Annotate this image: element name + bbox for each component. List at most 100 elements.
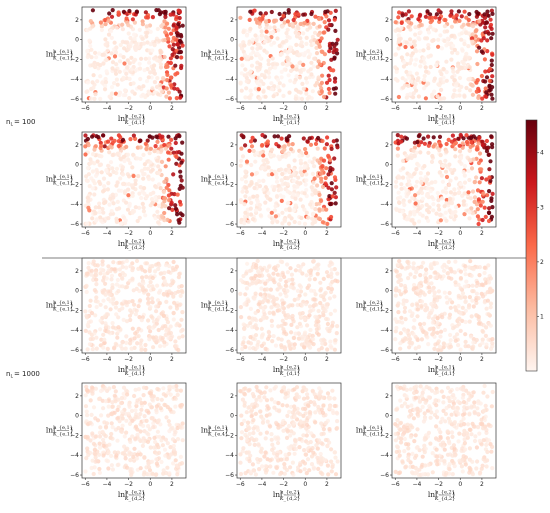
- data-point: [490, 205, 495, 210]
- data-point: [303, 182, 308, 187]
- x-tick-label: −6: [391, 230, 400, 237]
- data-point: [454, 13, 459, 18]
- data-point: [180, 421, 185, 426]
- data-point: [238, 43, 243, 48]
- data-point: [272, 400, 277, 405]
- data-point: [258, 62, 263, 67]
- data-point: [467, 177, 472, 183]
- data-point: [122, 190, 128, 196]
- data-point: [170, 425, 175, 430]
- data-point: [244, 410, 249, 415]
- data-point: [176, 275, 181, 280]
- data-point: [169, 200, 174, 205]
- data-point: [329, 459, 334, 464]
- data-point: [425, 307, 430, 312]
- data-point: [312, 156, 317, 161]
- data-point: [321, 276, 326, 281]
- data-point: [261, 89, 266, 94]
- data-point: [401, 158, 406, 163]
- data-point: [85, 434, 90, 440]
- data-point: [274, 179, 280, 184]
- data-point: [97, 434, 103, 439]
- data-point: [476, 296, 481, 301]
- data-point: [124, 144, 129, 149]
- data-point: [303, 334, 308, 340]
- data-point: [127, 44, 132, 49]
- data-point: [428, 274, 433, 279]
- data-point: [460, 141, 465, 146]
- data-point: [429, 18, 435, 23]
- data-point: [86, 265, 91, 270]
- data-point: [413, 184, 419, 189]
- data-point: [251, 426, 256, 431]
- data-point: [162, 447, 168, 452]
- data-point: [393, 184, 399, 189]
- data-point: [272, 302, 277, 307]
- y-tick-label: 2: [230, 268, 234, 275]
- data-point: [292, 342, 297, 347]
- data-point: [239, 430, 245, 435]
- data-point: [488, 301, 494, 306]
- data-point: [101, 133, 106, 138]
- data-point: [138, 145, 143, 150]
- data-point: [263, 94, 268, 99]
- data-point: [143, 56, 148, 61]
- data-point: [95, 418, 101, 423]
- data-point: [402, 60, 407, 65]
- data-point: [155, 386, 160, 392]
- panel-1-2: −6 −4 −2 0 220−2−4−6ln(h_{e,2}K_{d,2})ln(h_{…: [356, 131, 497, 251]
- data-point: [458, 132, 463, 138]
- data-point: [395, 262, 400, 267]
- data-point: [107, 11, 112, 16]
- data-point: [95, 79, 100, 84]
- data-point: [414, 179, 420, 184]
- data-point: [326, 472, 331, 477]
- data-point: [309, 454, 315, 459]
- data-point: [258, 279, 263, 285]
- data-point: [398, 341, 403, 346]
- y-tick-label: 2: [385, 142, 389, 149]
- panel-1-1: −6 −4 −2 0 220−2−4−6ln(h_{e,2}K_{d,2})ln(h_{…: [201, 131, 342, 251]
- data-point: [459, 14, 464, 19]
- data-point: [403, 317, 408, 322]
- data-point: [435, 190, 440, 196]
- data-point: [155, 396, 160, 402]
- data-point: [129, 55, 134, 60]
- data-point: [239, 146, 244, 151]
- data-point: [121, 75, 126, 80]
- data-point: [87, 330, 92, 335]
- data-point: [400, 76, 405, 81]
- data-point: [313, 207, 318, 212]
- data-point: [460, 145, 465, 150]
- data-point: [285, 182, 290, 187]
- data-point: [128, 317, 133, 323]
- data-point: [282, 67, 287, 72]
- data-point: [288, 266, 293, 271]
- data-point: [292, 219, 297, 225]
- data-point: [395, 153, 400, 158]
- data-point: [114, 166, 120, 171]
- data-point: [309, 60, 314, 65]
- data-point: [412, 318, 417, 323]
- data-point: [286, 73, 291, 78]
- data-point: [470, 83, 475, 88]
- data-point: [304, 172, 309, 177]
- data-point: [407, 61, 413, 66]
- data-point: [304, 91, 309, 96]
- data-point: [404, 40, 409, 45]
- data-point: [121, 391, 126, 396]
- data-point: [113, 91, 118, 96]
- data-point: [115, 82, 120, 87]
- data-point: [455, 51, 460, 56]
- y-tick-label: 0: [385, 37, 389, 44]
- x-tick-label: 2: [325, 356, 329, 363]
- data-point: [426, 134, 431, 139]
- data-point: [92, 192, 97, 197]
- data-point: [437, 148, 442, 153]
- data-point: [302, 341, 307, 346]
- data-point: [275, 62, 280, 67]
- x-tick-label: −2: [434, 230, 443, 237]
- data-point: [172, 452, 178, 457]
- data-point: [247, 442, 252, 447]
- data-point: [298, 284, 304, 290]
